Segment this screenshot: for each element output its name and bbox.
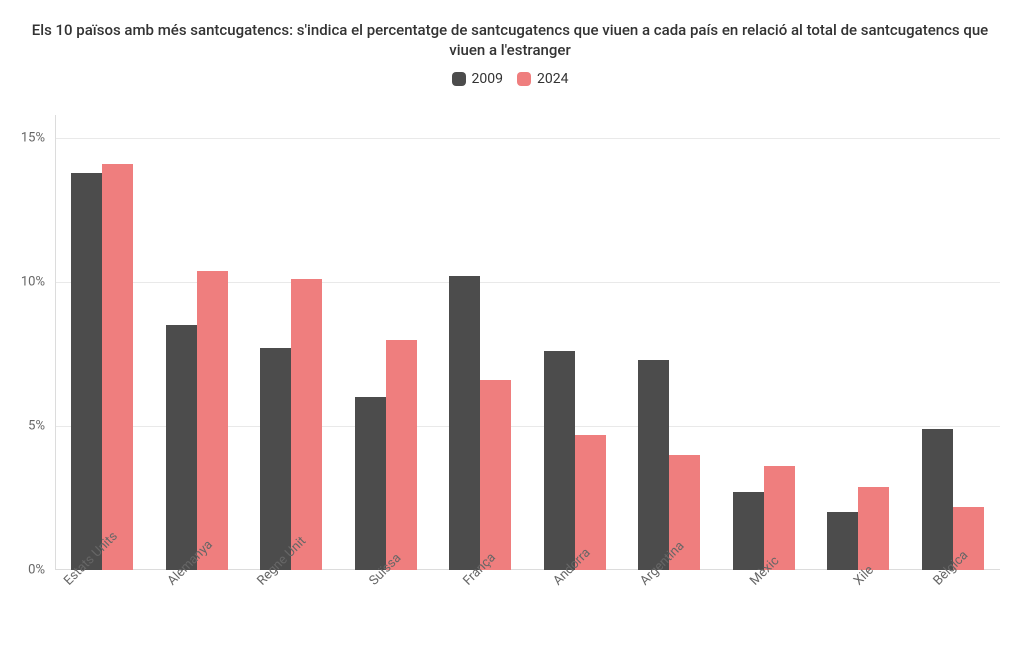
- bar[interactable]: [764, 466, 795, 570]
- y-tick-label: 15%: [21, 131, 55, 146]
- chart-title: Els 10 països amb més santcugatencs: s'i…: [0, 0, 1020, 61]
- bar[interactable]: [71, 173, 102, 570]
- bar[interactable]: [733, 492, 764, 570]
- bar[interactable]: [922, 429, 953, 570]
- legend-item[interactable]: 2024: [517, 71, 568, 87]
- bar[interactable]: [386, 340, 417, 570]
- legend-label: 2024: [537, 71, 568, 87]
- bar[interactable]: [449, 276, 480, 570]
- bar[interactable]: [858, 487, 889, 571]
- y-tick-label: 10%: [21, 275, 55, 290]
- legend-label: 2009: [472, 71, 503, 87]
- bar[interactable]: [166, 325, 197, 570]
- bar[interactable]: [638, 360, 669, 570]
- y-tick-label: 5%: [28, 419, 55, 434]
- gridline: [55, 138, 1000, 139]
- y-tick-label: 0%: [28, 563, 55, 578]
- legend-swatch: [517, 72, 531, 86]
- y-axis-line: [55, 115, 56, 570]
- legend: 2009 2024: [0, 71, 1020, 87]
- bar[interactable]: [544, 351, 575, 570]
- bar[interactable]: [480, 380, 511, 570]
- bar[interactable]: [102, 164, 133, 570]
- bar[interactable]: [355, 397, 386, 570]
- bar[interactable]: [197, 271, 228, 570]
- chart-container: Els 10 països amb més santcugatencs: s'i…: [0, 0, 1020, 650]
- bar[interactable]: [827, 512, 858, 570]
- plot-area: 0%5%10%15%Estats UnitsAlemanyaRegne Unit…: [55, 115, 1000, 570]
- legend-item[interactable]: 2009: [452, 71, 503, 87]
- bar[interactable]: [291, 279, 322, 570]
- legend-swatch: [452, 72, 466, 86]
- bar[interactable]: [260, 348, 291, 570]
